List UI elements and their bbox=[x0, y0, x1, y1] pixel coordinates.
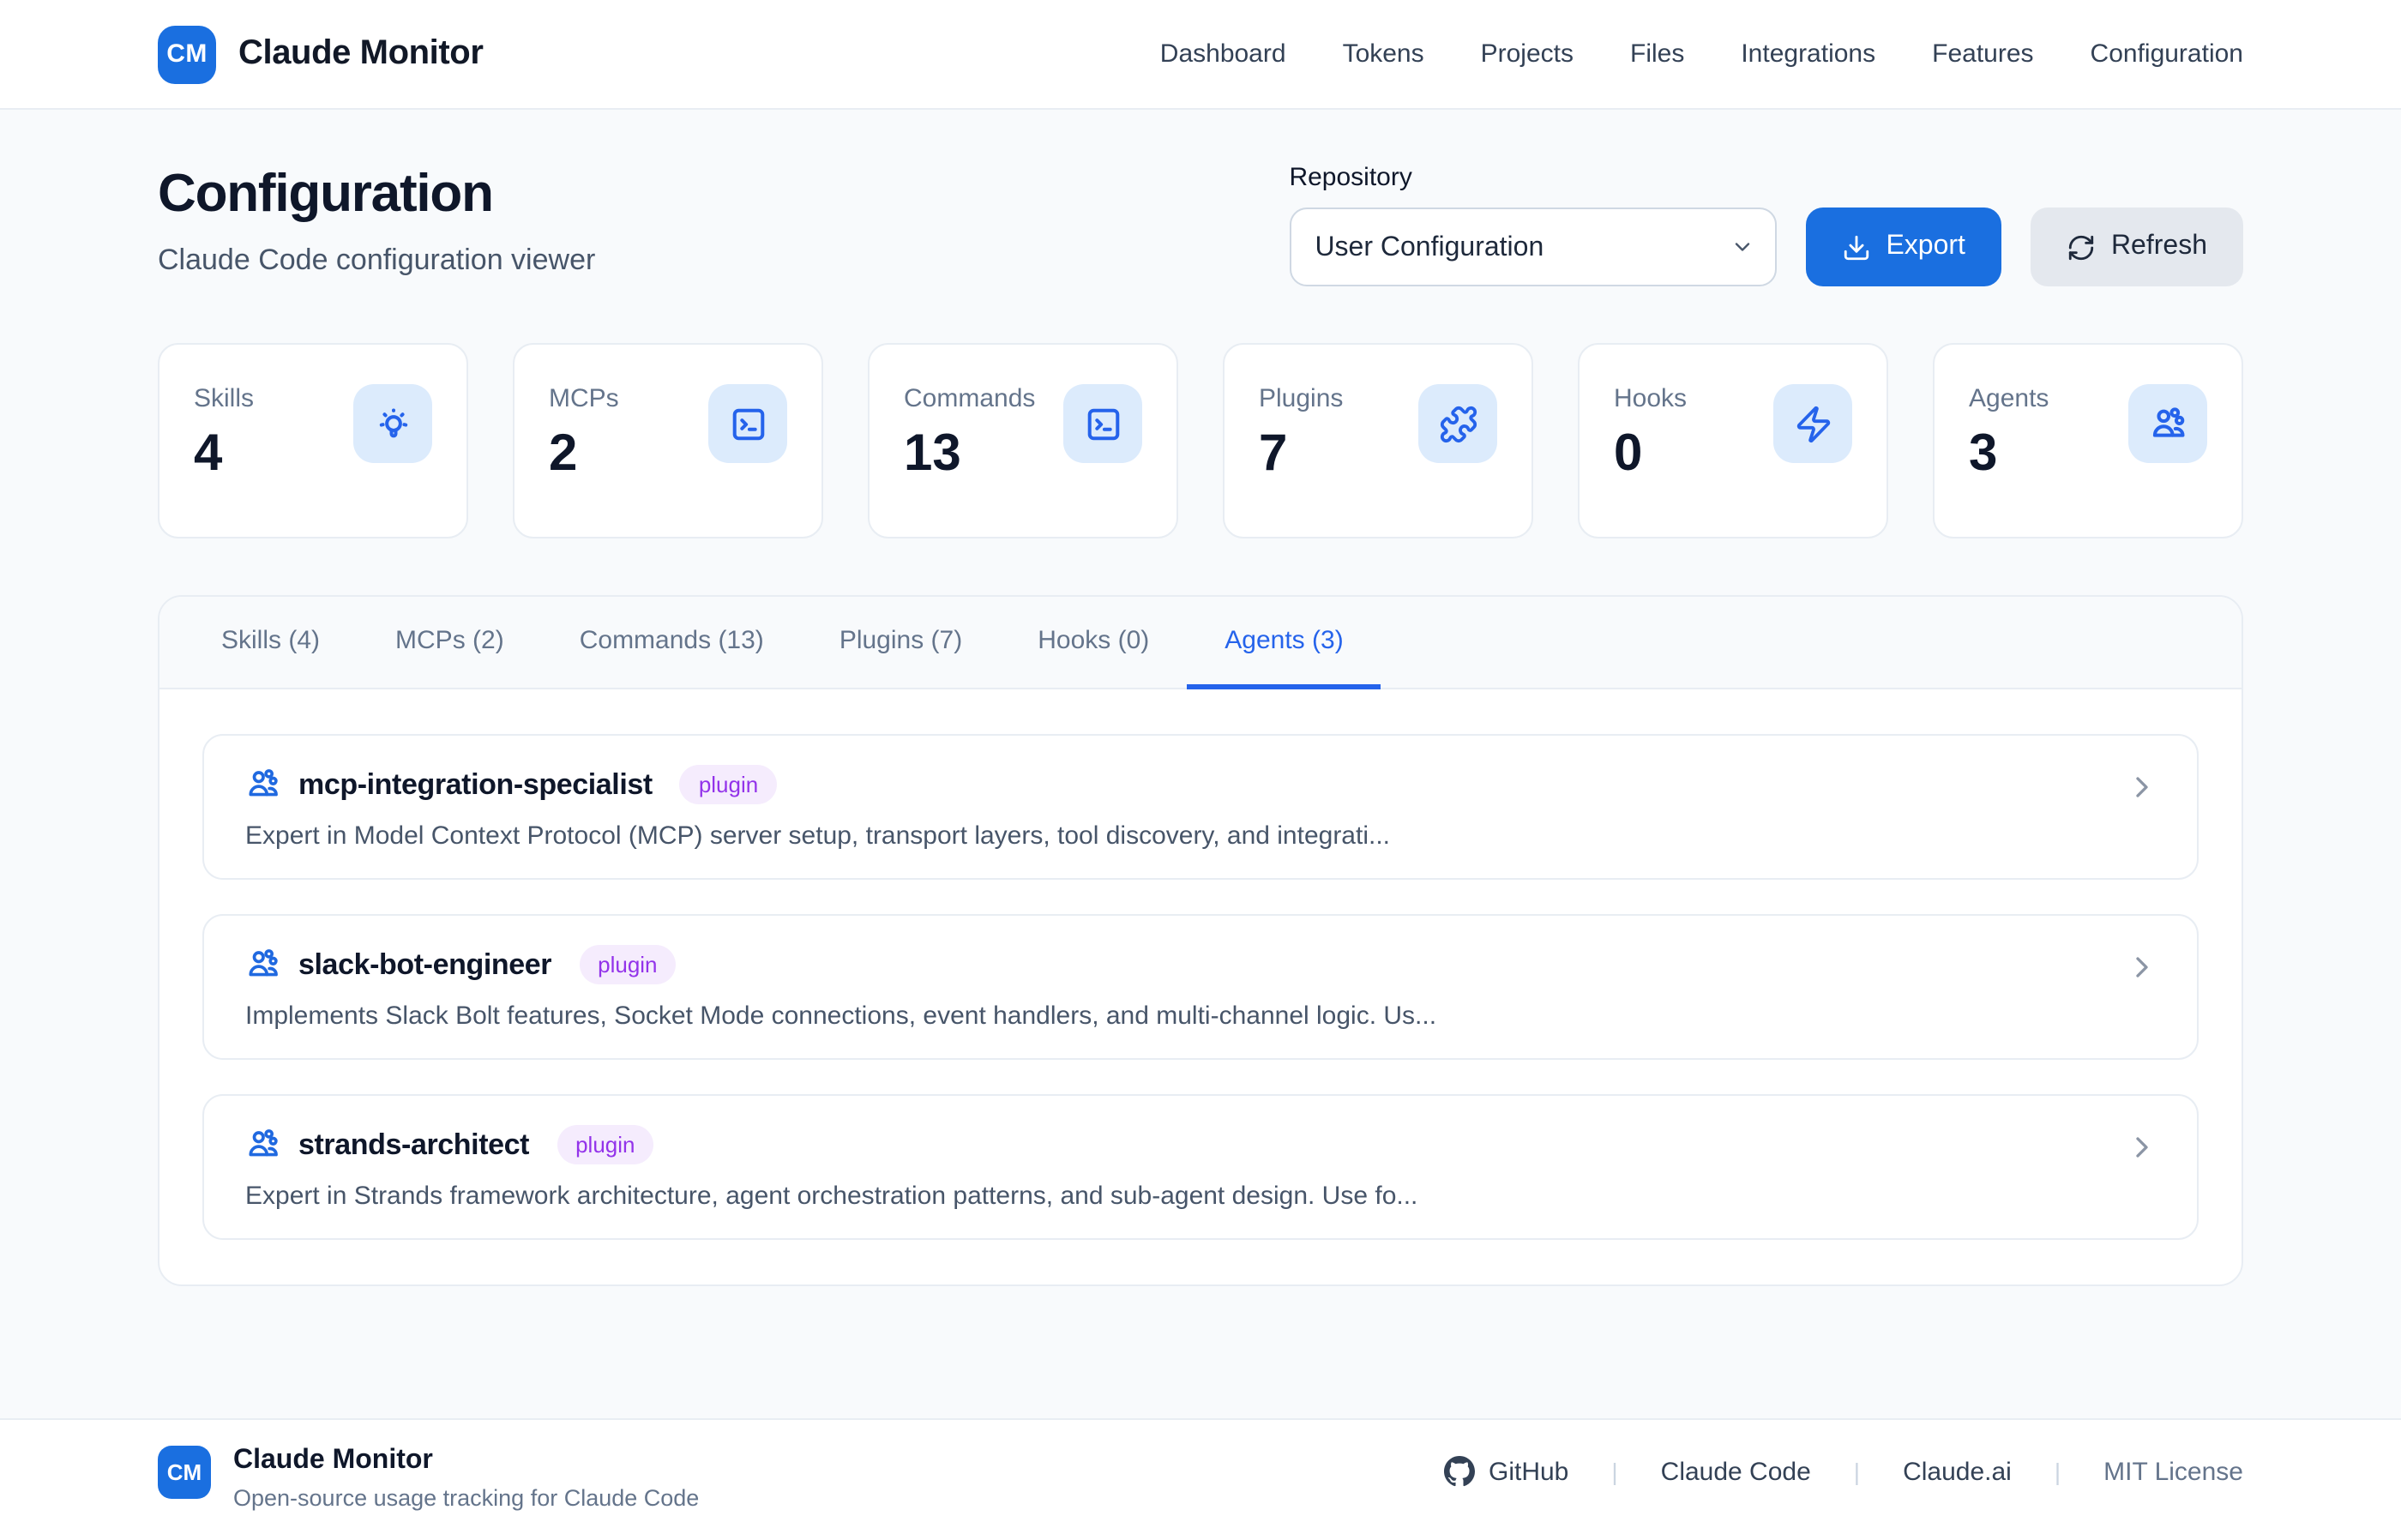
footer-link-github[interactable]: GitHub bbox=[1444, 1456, 1568, 1487]
footer-separator: | bbox=[2054, 1458, 2061, 1485]
export-button-label: Export bbox=[1886, 232, 1965, 261]
stat-label: MCPs bbox=[549, 384, 619, 413]
stat-card-skills: Skills 4 bbox=[158, 343, 468, 538]
repository-select[interactable]: User Configuration bbox=[1289, 208, 1777, 286]
nav-item-integrations[interactable]: Integrations bbox=[1741, 39, 1876, 69]
stat-card-plugins: Plugins 7 bbox=[1223, 343, 1533, 538]
chevron-right-icon bbox=[2125, 950, 2159, 984]
page-title: Configuration bbox=[158, 163, 494, 223]
nav-item-files[interactable]: Files bbox=[1630, 39, 1685, 69]
top-navbar: CM Claude Monitor Dashboard Tokens Proje… bbox=[0, 0, 2401, 110]
tab-skills[interactable]: Skills (4) bbox=[221, 626, 321, 655]
stat-cards: Skills 4 MCPs 2 bbox=[158, 343, 2243, 538]
nav-item-tokens[interactable]: Tokens bbox=[1342, 39, 1424, 69]
puzzle-icon bbox=[1418, 384, 1497, 463]
stat-card-mcps: MCPs 2 bbox=[513, 343, 823, 538]
footer-separator: | bbox=[1611, 1458, 1618, 1485]
footer-link-label: MIT License bbox=[2103, 1457, 2243, 1486]
refresh-button-label: Refresh bbox=[2110, 232, 2207, 261]
footer-links: GitHub | Claude Code | Claude.ai | MIT L… bbox=[1444, 1456, 2243, 1487]
footer-logo: CM bbox=[158, 1446, 211, 1499]
stat-label: Hooks bbox=[1614, 384, 1688, 413]
repository-label: Repository bbox=[1289, 163, 1412, 192]
stat-card-hooks: Hooks 0 bbox=[1578, 343, 1888, 538]
agent-description: Implements Slack Bolt features, Socket M… bbox=[245, 1002, 1437, 1031]
stat-value: 0 bbox=[1614, 425, 1643, 482]
agents-list: mcp-integration-specialist plugin Expert… bbox=[159, 689, 2242, 1284]
footer-link-label: Claude.ai bbox=[1903, 1457, 2012, 1486]
footer-tagline: Open-source usage tracking for Claude Co… bbox=[233, 1485, 700, 1511]
stat-value: 13 bbox=[904, 425, 961, 482]
brand[interactable]: CM Claude Monitor bbox=[158, 25, 484, 83]
tabbar: Skills (4) MCPs (2) Commands (13) Plugin… bbox=[159, 597, 2242, 689]
list-item-agent-strands-architect[interactable]: strands-architect plugin Expert in Stran… bbox=[202, 1094, 2199, 1240]
tab-plugins[interactable]: Plugins (7) bbox=[839, 626, 963, 655]
agent-name: mcp-integration-specialist bbox=[298, 767, 653, 800]
stat-card-agents: Agents 3 bbox=[1933, 343, 2243, 538]
stat-value: 2 bbox=[549, 425, 578, 482]
zap-icon bbox=[1773, 384, 1852, 463]
users-icon bbox=[245, 767, 281, 803]
stat-value: 4 bbox=[194, 425, 223, 482]
footer-link-label: GitHub bbox=[1489, 1457, 1569, 1486]
page-header: Configuration Claude Code configuration … bbox=[158, 163, 2243, 286]
tab-hooks[interactable]: Hooks (0) bbox=[1038, 626, 1150, 655]
agent-description: Expert in Strands framework architecture… bbox=[245, 1182, 1418, 1211]
agent-name: strands-architect bbox=[298, 1128, 530, 1160]
stat-label: Agents bbox=[1969, 384, 2049, 413]
list-item-agent-mcp-integration-specialist[interactable]: mcp-integration-specialist plugin Expert… bbox=[202, 734, 2199, 880]
nav-links: Dashboard Tokens Projects Files Integrat… bbox=[1160, 39, 2243, 69]
footer-link-mit-license[interactable]: MIT License bbox=[2103, 1457, 2243, 1486]
nav-item-dashboard[interactable]: Dashboard bbox=[1159, 39, 1286, 69]
configuration-panel: Skills (4) MCPs (2) Commands (13) Plugin… bbox=[158, 595, 2243, 1286]
footer-link-claude-code[interactable]: Claude Code bbox=[1661, 1457, 1811, 1486]
plugin-badge: plugin bbox=[679, 765, 778, 804]
square-terminal-icon bbox=[1063, 384, 1142, 463]
footer: CM Claude Monitor Open-source usage trac… bbox=[0, 1418, 2401, 1540]
footer-link-claude-ai[interactable]: Claude.ai bbox=[1903, 1457, 2012, 1486]
stat-label: Skills bbox=[194, 384, 255, 413]
footer-brand-name: Claude Monitor bbox=[233, 1446, 433, 1475]
export-button[interactable]: Export bbox=[1805, 208, 2001, 286]
tab-agents[interactable]: Agents (3) bbox=[1187, 597, 1381, 689]
tab-mcps[interactable]: MCPs (2) bbox=[395, 626, 504, 655]
stat-card-commands: Commands 13 bbox=[868, 343, 1178, 538]
github-icon bbox=[1444, 1456, 1475, 1487]
stat-value: 3 bbox=[1969, 425, 1998, 482]
plugin-badge: plugin bbox=[557, 1125, 654, 1164]
brand-name: Claude Monitor bbox=[238, 34, 484, 72]
users-icon bbox=[2128, 384, 2207, 463]
page-subtitle: Claude Code configuration viewer bbox=[158, 244, 596, 276]
footer-link-label: Claude Code bbox=[1660, 1457, 1811, 1486]
nav-item-features[interactable]: Features bbox=[1932, 39, 2034, 69]
chevron-right-icon bbox=[2125, 1130, 2159, 1164]
stat-label: Commands bbox=[904, 384, 1036, 413]
footer-separator: | bbox=[1853, 1458, 1861, 1485]
users-icon bbox=[245, 1127, 281, 1163]
plugin-badge: plugin bbox=[579, 945, 677, 984]
main-content: Configuration Claude Code configuration … bbox=[0, 110, 2401, 1418]
stat-value: 7 bbox=[1259, 425, 1288, 482]
footer-brand: CM Claude Monitor Open-source usage trac… bbox=[158, 1446, 699, 1511]
lightbulb-icon bbox=[353, 384, 432, 463]
brand-logo: CM bbox=[158, 25, 216, 83]
agent-description: Expert in Model Context Protocol (MCP) s… bbox=[245, 821, 1390, 851]
users-icon bbox=[245, 947, 281, 983]
stat-label: Plugins bbox=[1259, 384, 1344, 413]
list-item-agent-slack-bot-engineer[interactable]: slack-bot-engineer plugin Implements Sla… bbox=[202, 914, 2199, 1060]
tab-commands[interactable]: Commands (13) bbox=[579, 626, 764, 655]
download-icon bbox=[1841, 232, 1870, 262]
chevron-right-icon bbox=[2125, 770, 2159, 804]
refresh-icon bbox=[2067, 232, 2096, 262]
refresh-button[interactable]: Refresh bbox=[2030, 208, 2243, 286]
header-controls: Repository User Configuration Export bbox=[1289, 163, 2243, 286]
square-terminal-icon bbox=[708, 384, 787, 463]
page-header-text: Configuration Claude Code configuration … bbox=[158, 163, 595, 278]
nav-item-configuration[interactable]: Configuration bbox=[2090, 39, 2243, 69]
nav-item-projects[interactable]: Projects bbox=[1480, 39, 1574, 69]
agent-name: slack-bot-engineer bbox=[298, 947, 552, 980]
